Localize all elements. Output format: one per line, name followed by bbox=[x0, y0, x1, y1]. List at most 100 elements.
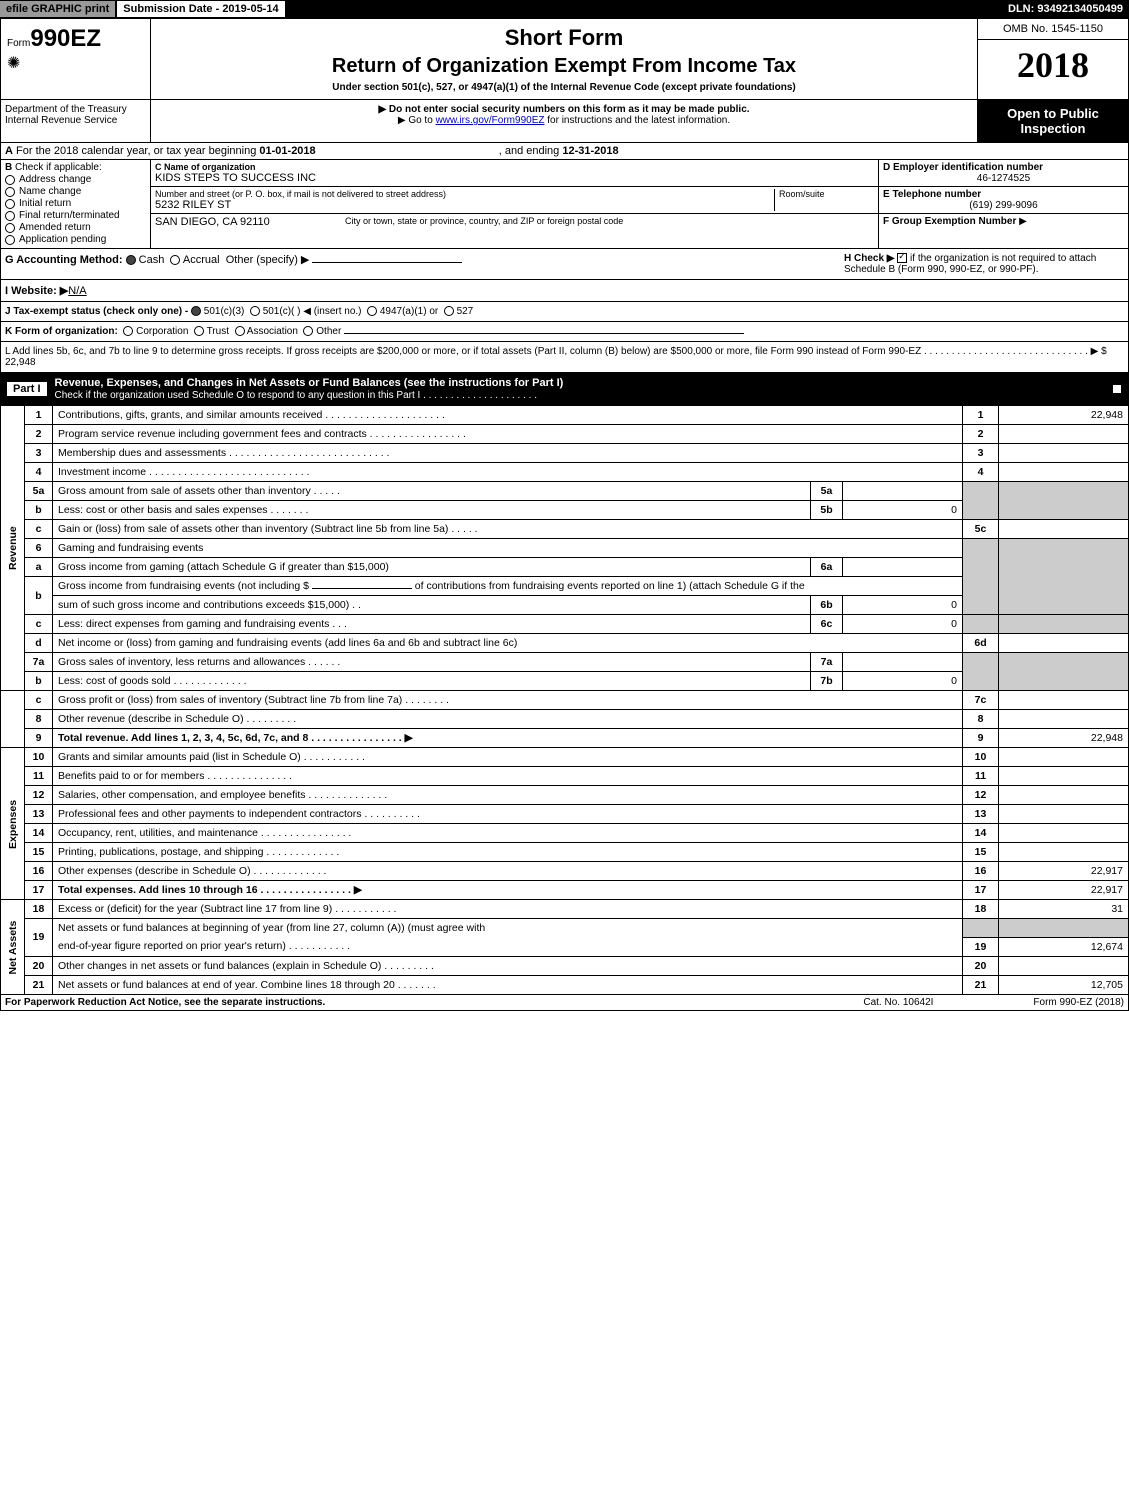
line-no: 2 bbox=[25, 425, 53, 444]
line-no: d bbox=[25, 634, 53, 653]
line-amt bbox=[999, 425, 1129, 444]
527-label: 527 bbox=[457, 306, 474, 317]
line-amt: 31 bbox=[999, 900, 1129, 919]
expenses-side-label: Expenses bbox=[1, 748, 25, 900]
shaded-cell bbox=[999, 653, 1129, 691]
line-no: 3 bbox=[25, 444, 53, 463]
line-num: 9 bbox=[963, 729, 999, 748]
irs-link[interactable]: www.irs.gov/Form990EZ bbox=[436, 115, 545, 126]
table-row: 5a Gross amount from sale of assets othe… bbox=[1, 482, 1129, 501]
accounting-method-label: G Accounting Method: bbox=[5, 254, 123, 266]
line-desc: Benefits paid to or for members . . . . … bbox=[53, 767, 963, 786]
other-org-radio[interactable] bbox=[303, 326, 313, 336]
assoc-radio[interactable] bbox=[235, 326, 245, 336]
name-change-label: Name change bbox=[19, 186, 81, 197]
line-num: 10 bbox=[963, 748, 999, 767]
table-row: c Gain or (loss) from sale of assets oth… bbox=[1, 520, 1129, 539]
form-footer-label: Form 990-EZ (2018) bbox=[1033, 997, 1124, 1008]
line-amt bbox=[999, 824, 1129, 843]
501c-radio[interactable] bbox=[250, 306, 260, 316]
line-no: 5a bbox=[25, 482, 53, 501]
street-address: 5232 RILEY ST bbox=[155, 199, 774, 211]
corp-radio[interactable] bbox=[123, 326, 133, 336]
final-return-radio[interactable] bbox=[5, 211, 15, 221]
cash-radio[interactable] bbox=[126, 255, 136, 265]
4947-label: 4947(a)(1) or bbox=[380, 306, 438, 317]
line-g: G Accounting Method: Cash Accrual Other … bbox=[5, 253, 844, 275]
shaded-cell bbox=[963, 482, 999, 520]
table-row: 6 Gaming and fundraising events bbox=[1, 539, 1129, 558]
line-no: 20 bbox=[25, 956, 53, 975]
line-num: 7c bbox=[963, 691, 999, 710]
irs-label: Internal Revenue Service bbox=[5, 115, 146, 126]
f-arrow: ▶ bbox=[1019, 216, 1027, 227]
sub-no: 7a bbox=[811, 653, 843, 672]
line-desc: Investment income . . . . . . . . . . . … bbox=[53, 463, 963, 482]
form-prefix: Form bbox=[7, 38, 30, 49]
name-change-radio[interactable] bbox=[5, 187, 15, 197]
city-state-zip: SAN DIEGO, CA 92110 bbox=[155, 216, 335, 228]
line-j: J Tax-exempt status (check only one) - 5… bbox=[0, 302, 1129, 322]
shaded-cell bbox=[999, 615, 1129, 634]
gross-receipts-amount: 22,948 bbox=[5, 357, 36, 368]
sub-val: 0 bbox=[843, 596, 963, 615]
shaded-cell bbox=[963, 615, 999, 634]
accrual-radio[interactable] bbox=[170, 255, 180, 265]
line-num: 1 bbox=[963, 406, 999, 425]
line-amt bbox=[999, 520, 1129, 539]
table-row: 17 Total expenses. Add lines 10 through … bbox=[1, 881, 1129, 900]
line-amt bbox=[999, 805, 1129, 824]
line-num: 2 bbox=[963, 425, 999, 444]
table-row: end-of-year figure reported on prior yea… bbox=[1, 937, 1129, 956]
line-no: 21 bbox=[25, 975, 53, 994]
f-label: F Group Exemption Number bbox=[883, 216, 1016, 227]
application-pending-radio[interactable] bbox=[5, 235, 15, 245]
tax-year-begin: 01-01-2018 bbox=[259, 145, 315, 157]
4947-radio[interactable] bbox=[367, 306, 377, 316]
line-i: I Website: ▶N/A bbox=[0, 280, 1129, 302]
form-title-block: Short Form Return of Organization Exempt… bbox=[151, 19, 978, 99]
line-no: 14 bbox=[25, 824, 53, 843]
table-row: 21 Net assets or fund balances at end of… bbox=[1, 975, 1129, 994]
form-header-row2: Department of the Treasury Internal Reve… bbox=[0, 100, 1129, 143]
efile-print-button[interactable]: efile GRAPHIC print bbox=[0, 1, 116, 17]
d-label: D Employer identification number bbox=[883, 162, 1043, 173]
check-if-applicable: Check if applicable: bbox=[15, 162, 102, 173]
website-value: N/A bbox=[68, 285, 86, 297]
address-change-radio[interactable] bbox=[5, 175, 15, 185]
table-row: c Gross profit or (loss) from sales of i… bbox=[1, 691, 1129, 710]
line-desc: Gross sales of inventory, less returns a… bbox=[53, 653, 811, 672]
trust-radio[interactable] bbox=[194, 326, 204, 336]
part-1-checkbox[interactable] bbox=[1112, 383, 1122, 395]
h-label: H Check ▶ bbox=[844, 253, 894, 264]
table-row: 3 Membership dues and assessments . . . … bbox=[1, 444, 1129, 463]
schedule-b-checkbox[interactable] bbox=[897, 253, 907, 263]
amended-return-radio[interactable] bbox=[5, 223, 15, 233]
line-num: 12 bbox=[963, 786, 999, 805]
sub-val: 0 bbox=[843, 501, 963, 520]
line-no: b bbox=[25, 501, 53, 520]
line-amt: 12,705 bbox=[999, 975, 1129, 994]
table-row: 14 Occupancy, rent, utilities, and maint… bbox=[1, 824, 1129, 843]
form-header: Form990EZ ✺ Short Form Return of Organiz… bbox=[0, 18, 1129, 100]
table-row: 20 Other changes in net assets or fund b… bbox=[1, 956, 1129, 975]
e-label: E Telephone number bbox=[883, 189, 981, 200]
address-change-label: Address change bbox=[19, 174, 91, 185]
entity-block: B Check if applicable: Address change Na… bbox=[0, 160, 1129, 249]
table-row: 19 Net assets or fund balances at beginn… bbox=[1, 919, 1129, 938]
street-row: Number and street (or P. O. box, if mail… bbox=[151, 187, 878, 214]
line-no: b bbox=[25, 577, 53, 615]
line-desc: Gross income from gaming (attach Schedul… bbox=[53, 558, 811, 577]
initial-return-radio[interactable] bbox=[5, 199, 15, 209]
501c3-radio[interactable] bbox=[191, 306, 201, 316]
table-row: Revenue 1 Contributions, gifts, grants, … bbox=[1, 406, 1129, 425]
line-num: 8 bbox=[963, 710, 999, 729]
line-num: 18 bbox=[963, 900, 999, 919]
line-amt: 22,948 bbox=[999, 729, 1129, 748]
line-desc: Net assets or fund balances at end of ye… bbox=[53, 975, 963, 994]
527-radio[interactable] bbox=[444, 306, 454, 316]
line-desc: Net income or (loss) from gaming and fun… bbox=[53, 634, 963, 653]
line-amt bbox=[999, 691, 1129, 710]
line-amt: 12,674 bbox=[999, 937, 1129, 956]
line-l-text: L Add lines 5b, 6c, and 7b to line 9 to … bbox=[5, 346, 1107, 357]
